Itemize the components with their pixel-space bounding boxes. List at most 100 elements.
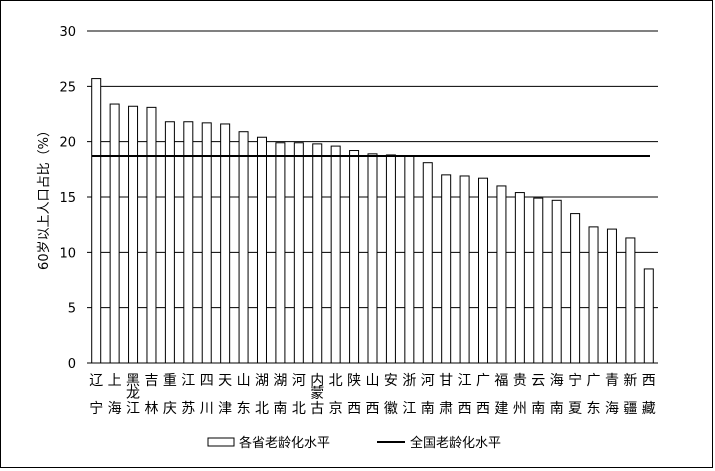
x-tick-label: 藏 (642, 401, 656, 417)
x-tick-label: 河 (292, 373, 306, 389)
x-tick-label: 徽 (384, 401, 398, 417)
x-tick-label: 吉 (144, 373, 158, 389)
bar (385, 154, 396, 364)
legend-bar-label: 各省老龄化水平 (239, 435, 330, 451)
x-tick-label: 江 (458, 373, 472, 389)
x-tick-label: 庆 (163, 401, 177, 417)
x-tick-label: 宁 (89, 400, 103, 417)
x-tick-label: 海 (108, 401, 122, 417)
x-tick-label: 西 (642, 373, 656, 389)
x-tick-label: 西 (366, 401, 380, 417)
x-tick-label: 云 (531, 373, 545, 389)
bar (643, 268, 654, 364)
bar (514, 192, 525, 364)
x-tick-label: 西 (458, 401, 472, 417)
x-tick-label: 湖 (273, 373, 287, 389)
x-tick-label: 西 (476, 401, 490, 417)
x-tick-label: 甘 (439, 373, 453, 389)
x-tick-label: 肃 (439, 401, 453, 417)
x-tick-label: 天 (218, 373, 232, 389)
bar (422, 162, 433, 364)
bar (256, 136, 267, 364)
bar (551, 199, 562, 364)
y-axis-label: 60岁以上人口占比（%） (37, 124, 52, 270)
x-tick-label: 新 (623, 373, 637, 389)
bar (533, 197, 544, 364)
x-tick-label: 北 (292, 401, 306, 417)
x-tick-label: 黑 (126, 373, 140, 389)
bar (293, 142, 304, 364)
legend: 各省老龄化水平 全国老龄化水平 (207, 435, 501, 451)
x-tick-label: 蒙 (310, 386, 324, 402)
x-tick-label: 江 (181, 373, 195, 389)
x-axis-tick-labels: 辽宁上海黑龙江吉林重庆江苏四川天津山东湖北湖南河北内蒙古北京陕西山西安徽浙江河南… (89, 372, 656, 417)
x-tick-label: 东 (237, 401, 251, 417)
x-tick-label: 湖 (255, 373, 269, 389)
bar (275, 142, 286, 364)
x-tick-label: 林 (144, 401, 158, 417)
bar (588, 226, 599, 364)
x-tick-label: 内 (310, 373, 324, 389)
x-tick-label: 海 (605, 401, 619, 417)
y-tick-label: 15 (59, 191, 76, 206)
x-tick-label: 北 (329, 373, 343, 389)
bar (109, 103, 120, 364)
bar (349, 150, 360, 364)
y-tick-label: 20 (59, 136, 76, 151)
bar (478, 177, 489, 364)
x-tick-label: 河 (421, 373, 435, 389)
bar (625, 237, 636, 364)
x-tick-label: 建 (494, 401, 508, 417)
x-tick-label: 川 (200, 401, 214, 417)
bar (404, 155, 415, 364)
bar (91, 78, 102, 364)
x-tick-label: 江 (126, 401, 140, 417)
x-tick-label: 浙 (402, 373, 416, 389)
x-tick-label: 广 (476, 373, 490, 389)
x-tick-label: 海 (550, 373, 564, 389)
bar (312, 143, 323, 364)
x-tick-label: 安 (384, 373, 398, 389)
bar (606, 228, 617, 364)
x-tick-label: 上 (108, 373, 122, 389)
x-tick-label: 南 (273, 401, 287, 417)
bar (441, 174, 452, 364)
y-tick-label: 5 (68, 302, 76, 317)
bars (91, 78, 654, 364)
x-tick-label: 南 (531, 401, 545, 417)
bar (201, 122, 212, 364)
legend-bar-swatch (207, 437, 235, 447)
bar (146, 106, 157, 364)
bar (164, 121, 175, 364)
x-tick-label: 四 (200, 373, 214, 389)
x-tick-label: 山 (237, 373, 251, 389)
x-tick-label: 陕 (347, 373, 361, 389)
x-tick-label: 北 (255, 401, 269, 417)
bar (459, 175, 470, 364)
y-tick-label: 25 (59, 80, 76, 95)
bar (330, 145, 341, 364)
x-tick-label: 苏 (181, 401, 195, 417)
x-tick-label: 南 (421, 401, 435, 417)
bar (128, 105, 139, 364)
x-tick-label: 广 (587, 373, 601, 389)
x-tick-label: 辽 (89, 373, 103, 389)
bar (220, 123, 231, 364)
x-tick-label: 龙 (126, 386, 140, 402)
y-axis-tick-labels: 0 5 10 15 20 25 30 (59, 25, 76, 372)
x-tick-label: 山 (366, 373, 380, 389)
x-tick-label: 古 (310, 401, 324, 417)
x-tick-label: 宁 (568, 372, 582, 389)
x-tick-label: 西 (347, 401, 361, 417)
x-tick-label: 江 (402, 401, 416, 417)
x-tick-label: 津 (218, 401, 232, 417)
x-tick-label: 南 (550, 401, 564, 417)
bar (570, 213, 581, 364)
x-tick-label: 夏 (568, 401, 582, 417)
x-tick-label: 京 (329, 401, 343, 417)
bar (496, 185, 507, 364)
x-tick-label: 州 (513, 401, 527, 417)
legend-line-label: 全国老龄化水平 (410, 435, 501, 451)
